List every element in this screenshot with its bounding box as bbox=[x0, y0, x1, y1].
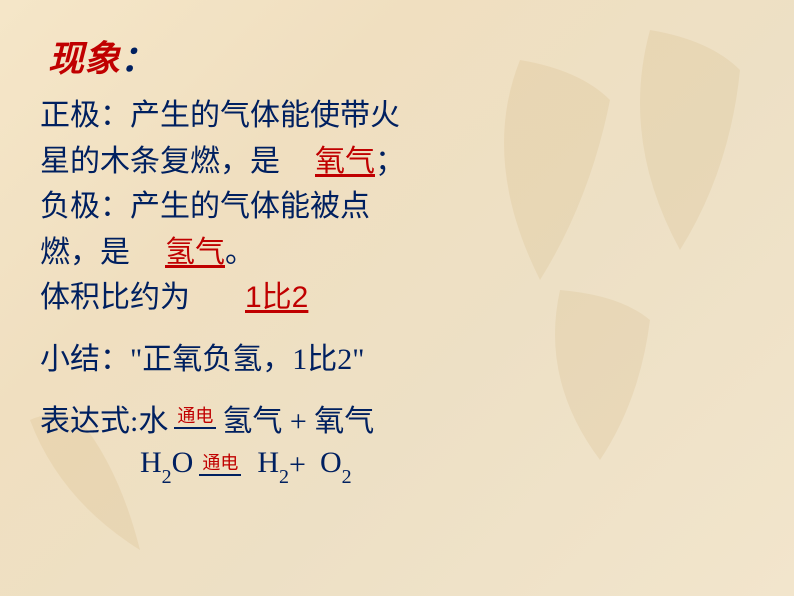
h2-formula: H2 bbox=[257, 446, 289, 485]
summary-line: 小结："正氧负氢，1比2" bbox=[40, 334, 754, 378]
expression-label: 表达式: bbox=[40, 396, 138, 440]
expression-words: 表达式:水 通电 氢气 + 氧气 bbox=[40, 396, 754, 440]
o2-formula: O2 bbox=[320, 446, 352, 485]
negative-electrode-line2: 燃，是 氢气。 bbox=[40, 231, 754, 275]
products-words: 氢气 + 氧气 bbox=[222, 396, 374, 440]
plus-sign: + bbox=[289, 448, 306, 482]
reaction-arrow-1: 通电 bbox=[174, 407, 216, 429]
slide-content: 现象： 正极：产生的气体能使带火 星的木条复燃，是 氧气； 负极：产生的气体能被… bbox=[0, 0, 794, 511]
reaction-arrow-2: 通电 bbox=[199, 454, 241, 476]
ratio-label: 体积比约为 bbox=[40, 281, 190, 314]
ratio-value: 1比2 bbox=[245, 281, 308, 314]
arrow-condition-1: 通电 bbox=[177, 407, 213, 425]
negative-electrode-line1: 负极：产生的气体能被点 bbox=[40, 185, 754, 229]
positive-electrode-line2: 星的木条复燃，是 氧气； bbox=[40, 140, 754, 184]
reactant-word: 水 bbox=[138, 396, 168, 440]
arrow-condition-2: 通电 bbox=[202, 454, 238, 472]
text-pre-oxygen: 星的木条复燃，是 bbox=[40, 145, 280, 178]
text-post-hydrogen: 。 bbox=[225, 236, 255, 269]
volume-ratio-line: 体积比约为 1比2 bbox=[40, 276, 754, 320]
answer-oxygen: 氧气 bbox=[315, 145, 375, 178]
answer-hydrogen: 氢气 bbox=[165, 236, 225, 269]
text-pre-hydrogen: 燃，是 bbox=[40, 236, 130, 269]
section-title: 现象： bbox=[48, 30, 754, 82]
title-colon: ： bbox=[120, 39, 156, 79]
positive-electrode-line1: 正极：产生的气体能使带火 bbox=[40, 94, 754, 138]
title-text: 现象 bbox=[48, 39, 120, 79]
expression-formula: H2O 通电 H2 + O2 bbox=[140, 446, 754, 485]
text-post-oxygen: ； bbox=[375, 145, 405, 178]
h2o-formula: H2O bbox=[140, 446, 193, 485]
